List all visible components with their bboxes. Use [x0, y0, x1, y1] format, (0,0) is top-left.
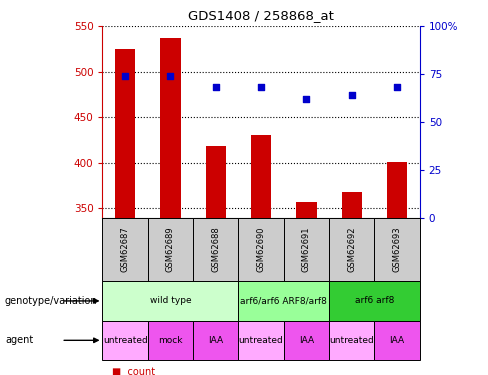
Point [348, 92, 356, 98]
Text: untreated: untreated [239, 336, 284, 345]
Text: ■  count: ■ count [112, 368, 155, 375]
Text: IAA: IAA [389, 336, 405, 345]
Point [257, 84, 265, 90]
Bar [329, 281, 420, 321]
Bar [115, 49, 135, 217]
Title: GDS1408 / 258868_at: GDS1408 / 258868_at [188, 9, 334, 22]
Text: GSM62691: GSM62691 [302, 226, 311, 272]
Bar [284, 217, 329, 281]
Point [393, 84, 401, 90]
Bar [160, 38, 181, 218]
Bar [329, 321, 374, 360]
Bar [102, 281, 239, 321]
Bar [374, 217, 420, 281]
Text: GSM62693: GSM62693 [392, 226, 402, 272]
Bar [239, 281, 329, 321]
Bar [102, 321, 148, 360]
Bar [239, 321, 284, 360]
Text: genotype/variation: genotype/variation [5, 296, 98, 306]
Bar [374, 321, 420, 360]
Bar [148, 217, 193, 281]
Text: agent: agent [5, 335, 33, 345]
Bar [284, 321, 329, 360]
Point [303, 96, 310, 102]
Bar [342, 192, 362, 217]
Bar [193, 321, 239, 360]
Text: IAA: IAA [208, 336, 224, 345]
Bar [387, 162, 407, 218]
Point [166, 73, 174, 79]
Bar [205, 146, 226, 218]
Text: untreated: untreated [103, 336, 147, 345]
Text: GSM62692: GSM62692 [347, 226, 356, 272]
Bar [239, 217, 284, 281]
Text: GSM62687: GSM62687 [121, 226, 130, 272]
Bar [296, 202, 317, 217]
Bar [148, 321, 193, 360]
Point [212, 84, 220, 90]
Bar [251, 135, 271, 218]
Text: arf6/arf6 ARF8/arf8: arf6/arf6 ARF8/arf8 [240, 296, 327, 305]
Bar [193, 217, 239, 281]
Point [121, 73, 129, 79]
Text: GSM62688: GSM62688 [211, 226, 220, 272]
Text: untreated: untreated [329, 336, 374, 345]
Text: IAA: IAA [299, 336, 314, 345]
Text: arf6 arf8: arf6 arf8 [355, 296, 394, 305]
Bar [329, 217, 374, 281]
Text: mock: mock [158, 336, 183, 345]
Text: GSM62689: GSM62689 [166, 226, 175, 272]
Bar [102, 217, 148, 281]
Text: wild type: wild type [150, 296, 191, 305]
Text: GSM62690: GSM62690 [257, 226, 265, 272]
